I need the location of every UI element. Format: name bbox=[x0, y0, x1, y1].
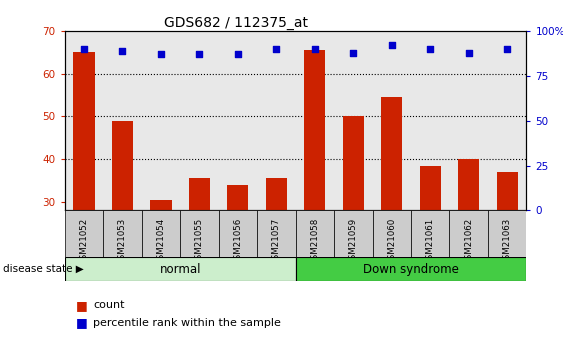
Point bbox=[118, 48, 127, 53]
Bar bbox=[266, 178, 287, 210]
Bar bbox=[227, 185, 248, 210]
Bar bbox=[449, 210, 488, 257]
Text: GSM21059: GSM21059 bbox=[349, 217, 358, 265]
Point bbox=[310, 46, 319, 52]
Bar bbox=[419, 166, 441, 210]
Point bbox=[195, 52, 204, 57]
Text: GSM21056: GSM21056 bbox=[234, 217, 242, 265]
Text: normal: normal bbox=[159, 263, 201, 276]
Bar bbox=[65, 210, 103, 257]
Bar bbox=[449, 31, 488, 210]
Point bbox=[348, 50, 358, 55]
Bar bbox=[257, 210, 296, 257]
Point bbox=[272, 46, 281, 52]
Bar bbox=[343, 117, 364, 210]
Text: GSM21060: GSM21060 bbox=[387, 217, 396, 265]
Bar bbox=[373, 210, 411, 257]
Bar bbox=[103, 210, 142, 257]
Point bbox=[464, 50, 473, 55]
Text: count: count bbox=[93, 300, 124, 310]
Bar bbox=[381, 97, 403, 210]
Text: ■: ■ bbox=[76, 316, 88, 329]
Bar bbox=[142, 210, 180, 257]
Bar bbox=[411, 31, 449, 210]
Bar bbox=[411, 210, 449, 257]
Bar bbox=[73, 52, 95, 210]
Bar bbox=[218, 31, 257, 210]
Bar bbox=[257, 31, 296, 210]
Point bbox=[387, 43, 396, 48]
Bar bbox=[334, 31, 373, 210]
Bar bbox=[65, 257, 296, 281]
Text: ■: ■ bbox=[76, 299, 88, 312]
Bar bbox=[497, 172, 518, 210]
Bar bbox=[142, 31, 180, 210]
Bar bbox=[180, 31, 218, 210]
Bar bbox=[488, 31, 526, 210]
Text: GSM21063: GSM21063 bbox=[503, 217, 512, 265]
Text: GSM21054: GSM21054 bbox=[157, 217, 166, 265]
Text: GSM21058: GSM21058 bbox=[310, 217, 319, 265]
Bar bbox=[150, 200, 172, 210]
Text: Down syndrome: Down syndrome bbox=[363, 263, 459, 276]
Bar bbox=[296, 210, 334, 257]
Text: GSM21057: GSM21057 bbox=[272, 217, 281, 265]
Bar bbox=[373, 31, 411, 210]
Text: GSM21055: GSM21055 bbox=[195, 217, 204, 265]
Text: GDS682 / 112375_at: GDS682 / 112375_at bbox=[164, 16, 309, 30]
Text: GSM21061: GSM21061 bbox=[426, 217, 435, 265]
Bar bbox=[189, 178, 210, 210]
Point bbox=[234, 52, 243, 57]
Bar bbox=[304, 50, 325, 210]
Point bbox=[426, 46, 435, 52]
Bar bbox=[296, 31, 334, 210]
Text: disease state ▶: disease state ▶ bbox=[3, 264, 83, 273]
Bar bbox=[112, 121, 133, 210]
Bar bbox=[334, 210, 373, 257]
Text: GSM21053: GSM21053 bbox=[118, 217, 127, 265]
Point bbox=[503, 46, 512, 52]
Text: GSM21062: GSM21062 bbox=[464, 217, 473, 265]
Bar bbox=[458, 159, 479, 210]
Bar bbox=[180, 210, 218, 257]
Text: GSM21052: GSM21052 bbox=[79, 217, 88, 265]
Bar bbox=[296, 257, 526, 281]
Bar bbox=[218, 210, 257, 257]
Point bbox=[157, 52, 166, 57]
Bar bbox=[103, 31, 142, 210]
Bar bbox=[488, 210, 526, 257]
Text: percentile rank within the sample: percentile rank within the sample bbox=[93, 318, 281, 327]
Bar bbox=[65, 31, 103, 210]
Point bbox=[79, 46, 88, 52]
